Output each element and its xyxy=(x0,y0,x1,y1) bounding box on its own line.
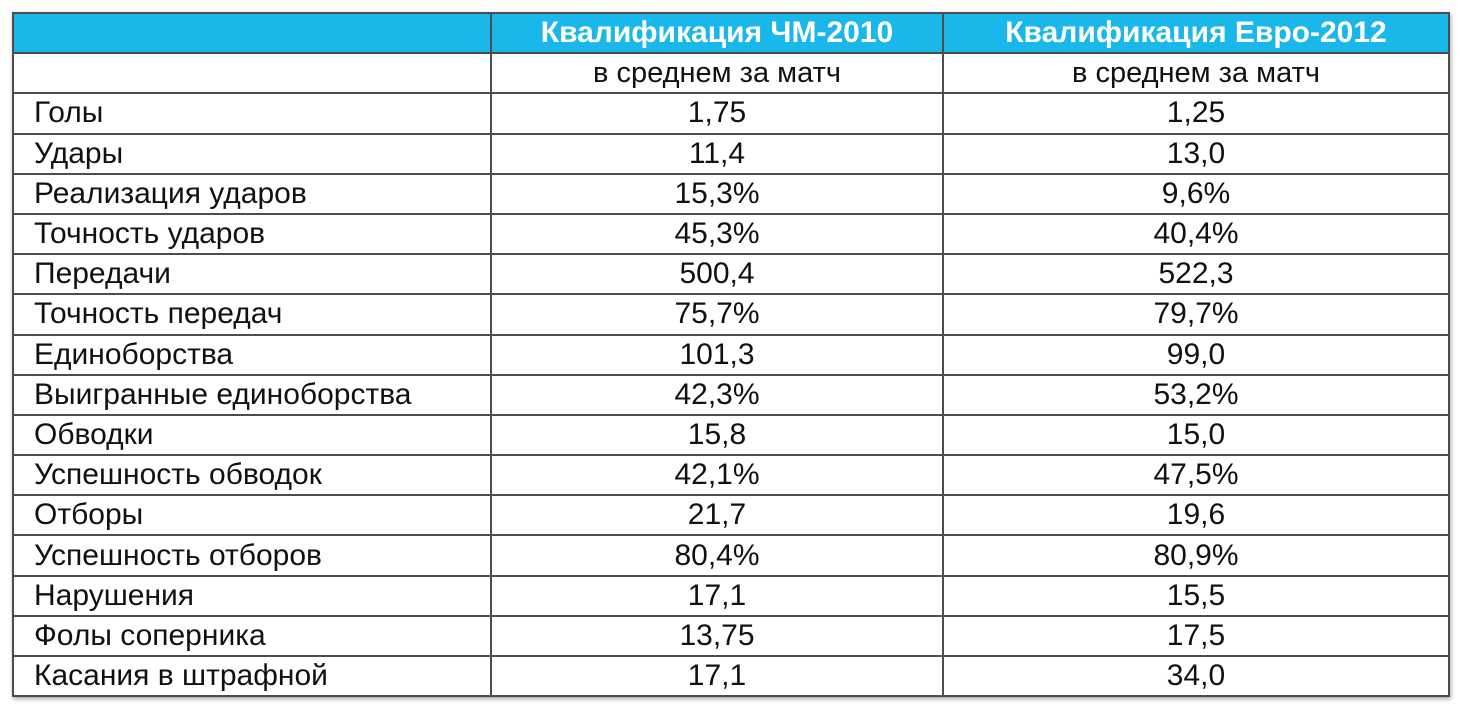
header-label-cell xyxy=(12,11,492,55)
header-euro2012-qualification: Квалификация Евро-2012 xyxy=(942,11,1450,55)
table-row: Голы 1,75 1,25 xyxy=(12,92,1450,135)
value-euro2012: 522,3 xyxy=(942,253,1450,296)
row-label: Нарушения xyxy=(12,574,492,617)
subheader-wc2010: в среднем за матч xyxy=(490,52,944,95)
row-label: Обводки xyxy=(12,413,492,457)
row-label: Касания в штрафной xyxy=(12,654,492,698)
value-wc2010: 500,4 xyxy=(490,253,944,296)
table-row: Отборы 21,7 19,6 xyxy=(12,494,1450,537)
table-row: Реализация ударов 15,3% 9,6% xyxy=(12,172,1450,215)
table-row: Точность передач 75,7% 79,7% xyxy=(12,293,1450,336)
table-row: Точность ударов 45,3% 40,4% xyxy=(12,212,1450,256)
value-euro2012: 40,4% xyxy=(942,212,1450,256)
value-wc2010: 42,1% xyxy=(490,454,944,497)
value-wc2010: 1,75 xyxy=(490,92,944,135)
value-euro2012: 53,2% xyxy=(942,373,1450,416)
table-row: Обводки 15,8 15,0 xyxy=(12,413,1450,457)
subheader-euro2012: в среднем за матч xyxy=(942,52,1450,95)
value-wc2010: 75,7% xyxy=(490,293,944,336)
value-euro2012: 17,5 xyxy=(942,614,1450,658)
value-euro2012: 79,7% xyxy=(942,293,1450,336)
row-label: Передачи xyxy=(12,253,492,296)
value-euro2012: 9,6% xyxy=(942,172,1450,215)
value-wc2010: 42,3% xyxy=(490,373,944,416)
row-label: Выигранные единоборства xyxy=(12,373,492,416)
value-wc2010: 17,1 xyxy=(490,574,944,617)
row-label: Отборы xyxy=(12,494,492,537)
value-euro2012: 99,0 xyxy=(942,333,1450,376)
table-row: Передачи 500,4 522,3 xyxy=(12,253,1450,296)
subheader-label-cell xyxy=(12,52,492,95)
header-wc2010-qualification: Квалификация ЧМ-2010 xyxy=(490,11,944,55)
value-euro2012: 15,0 xyxy=(942,413,1450,457)
row-label: Фолы соперника xyxy=(12,614,492,658)
value-euro2012: 47,5% xyxy=(942,454,1450,497)
table-row: Успешность обводок 42,1% 47,5% xyxy=(12,454,1450,497)
table-row: Выигранные единоборства 42,3% 53,2% xyxy=(12,373,1450,416)
value-wc2010: 15,3% xyxy=(490,172,944,215)
row-label: Точность передач xyxy=(12,293,492,336)
value-wc2010: 15,8 xyxy=(490,413,944,457)
row-label: Единоборства xyxy=(12,333,492,376)
row-label: Голы xyxy=(12,92,492,135)
table-row: Нарушения 17,1 15,5 xyxy=(12,574,1450,617)
table-header-row: Квалификация ЧМ-2010 Квалификация Евро-2… xyxy=(12,11,1450,55)
table-subheader-row: в среднем за матч в среднем за матч xyxy=(12,52,1450,95)
table-row: Удары 11,4 13,0 xyxy=(12,132,1450,175)
table-row: Единоборства 101,3 99,0 xyxy=(12,333,1450,376)
row-label: Успешность обводок xyxy=(12,454,492,497)
value-euro2012: 13,0 xyxy=(942,132,1450,175)
table-row: Фолы соперника 13,75 17,5 xyxy=(12,614,1450,658)
value-wc2010: 21,7 xyxy=(490,494,944,537)
value-wc2010: 11,4 xyxy=(490,132,944,175)
value-wc2010: 13,75 xyxy=(490,614,944,658)
table-row: Касания в штрафной 17,1 34,0 xyxy=(12,654,1450,698)
value-euro2012: 19,6 xyxy=(942,494,1450,537)
value-wc2010: 80,4% xyxy=(490,534,944,577)
value-euro2012: 80,9% xyxy=(942,534,1450,577)
value-wc2010: 17,1 xyxy=(490,654,944,698)
value-euro2012: 15,5 xyxy=(942,574,1450,617)
row-label: Удары xyxy=(12,132,492,175)
row-label: Успешность отборов xyxy=(12,534,492,577)
value-wc2010: 101,3 xyxy=(490,333,944,376)
table-row: Успешность отборов 80,4% 80,9% xyxy=(12,534,1450,577)
row-label: Точность ударов xyxy=(12,212,492,256)
value-euro2012: 1,25 xyxy=(942,92,1450,135)
stats-comparison-table: Квалификация ЧМ-2010 Квалификация Евро-2… xyxy=(12,11,1450,698)
value-euro2012: 34,0 xyxy=(942,654,1450,698)
value-wc2010: 45,3% xyxy=(490,212,944,256)
row-label: Реализация ударов xyxy=(12,172,492,215)
